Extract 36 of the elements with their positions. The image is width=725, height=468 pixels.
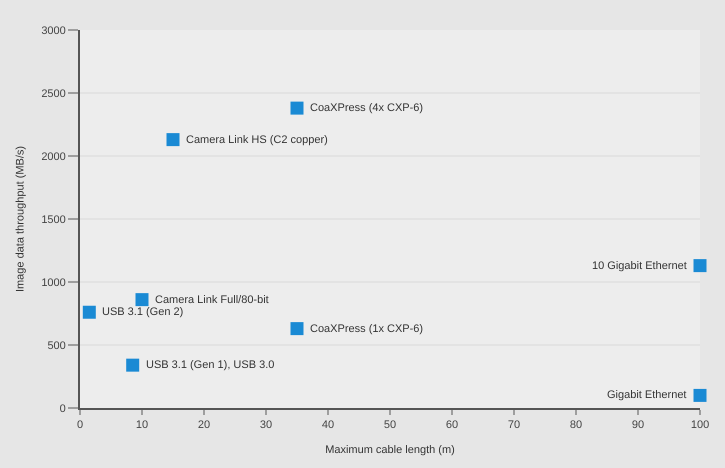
- x-tick-label: 40: [322, 419, 334, 432]
- x-tick-label: 70: [508, 419, 520, 432]
- y-tick-label: 2000: [41, 150, 66, 163]
- point: [126, 358, 140, 372]
- annotation: Camera Link Full/80-bit: [155, 294, 269, 306]
- y-tick-label: 0: [60, 402, 66, 415]
- point: [290, 102, 304, 115]
- annotation: USB 3.1 (Gen 1), USB 3.0: [146, 359, 274, 371]
- x-tick-label: 20: [198, 419, 210, 432]
- annotation: 10 Gigabit Ethernet: [592, 260, 687, 272]
- x-tick-label: 90: [632, 419, 644, 432]
- point: [290, 322, 304, 336]
- x-tick-label: 30: [260, 419, 272, 432]
- annotation: Gigabit Ethernet: [607, 389, 686, 401]
- annotation: USB 3.1 (Gen 2): [102, 306, 184, 318]
- y-tick-label: 1500: [41, 214, 66, 226]
- x-tick-label: 50: [384, 419, 396, 432]
- point: [166, 133, 180, 146]
- y-tick-label: 1000: [41, 276, 66, 289]
- x-tick-label: 10: [136, 419, 148, 432]
- y-tick-label: 500: [47, 340, 66, 352]
- annotation: CoaXPress (1x CXP-6): [310, 323, 424, 335]
- y-tick-label: 2500: [41, 88, 66, 100]
- point: [136, 293, 148, 306]
- x-axis-title: Maximum cable length (m): [325, 444, 455, 456]
- x-tick-label: 100: [690, 419, 710, 432]
- x-tick-label: 0: [76, 419, 84, 432]
- y-tick-label: 3000: [41, 24, 66, 37]
- x-tick-label: 60: [446, 419, 458, 432]
- annotation: Camera Link HS (C2 copper): [186, 134, 328, 146]
- annotation: CoaXPress (4x CXP-6): [310, 102, 424, 114]
- point: [82, 306, 96, 319]
- y-axis-title: Image data throughput (MB/s): [14, 146, 26, 292]
- x-tick-label: 80: [570, 419, 582, 432]
- point: [694, 259, 706, 272]
- point: [694, 388, 706, 402]
